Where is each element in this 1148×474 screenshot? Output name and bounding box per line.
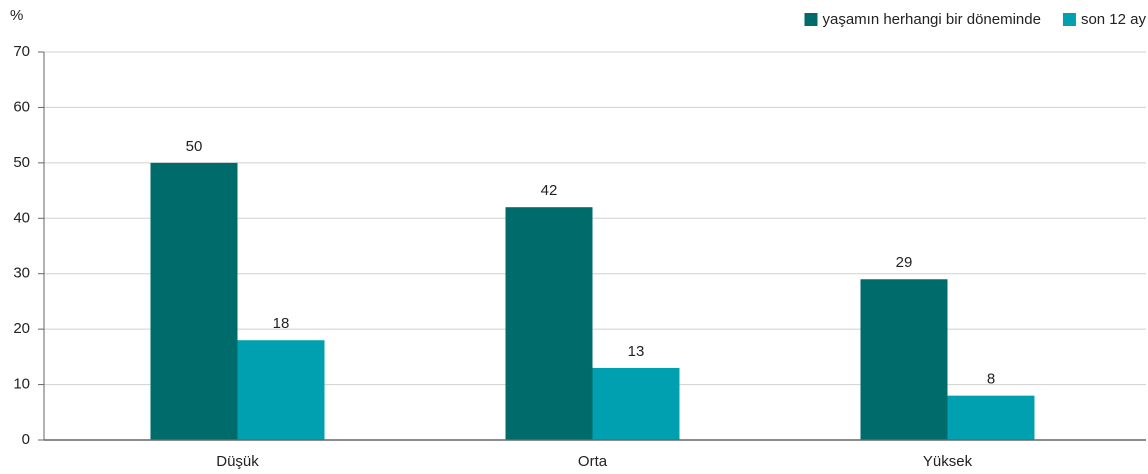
bar (237, 340, 325, 440)
bar (860, 279, 948, 440)
legend-label: yaşamın herhangi bir döneminde (822, 11, 1040, 28)
bar (947, 395, 1035, 440)
value-label: 29 (896, 254, 913, 271)
x-tick-label: Düşük (216, 453, 259, 470)
y-tick-label: 30 (13, 265, 30, 282)
bar (592, 367, 680, 440)
y-tick-label: 70 (13, 43, 30, 60)
bar (150, 162, 238, 440)
value-label: 18 (273, 315, 290, 332)
value-label: 50 (186, 138, 203, 155)
y-tick-label: 60 (13, 98, 30, 115)
value-label: 13 (628, 343, 645, 360)
legend-swatch (804, 13, 818, 26)
y-axis-label: % (10, 7, 23, 24)
value-label: 8 (987, 371, 995, 388)
bar (505, 207, 593, 440)
y-tick-label: 40 (13, 209, 30, 226)
x-tick-label: Orta (578, 453, 608, 470)
value-label: 42 (541, 182, 558, 199)
y-tick-label: 10 (13, 376, 30, 393)
y-tick-label: 50 (13, 154, 30, 171)
y-tick-label: 0 (22, 431, 30, 448)
y-tick-label: 20 (13, 320, 30, 337)
legend-label: son 12 ay (1081, 11, 1147, 28)
x-tick-label: Yüksek (923, 453, 973, 470)
legend-swatch (1062, 13, 1076, 26)
